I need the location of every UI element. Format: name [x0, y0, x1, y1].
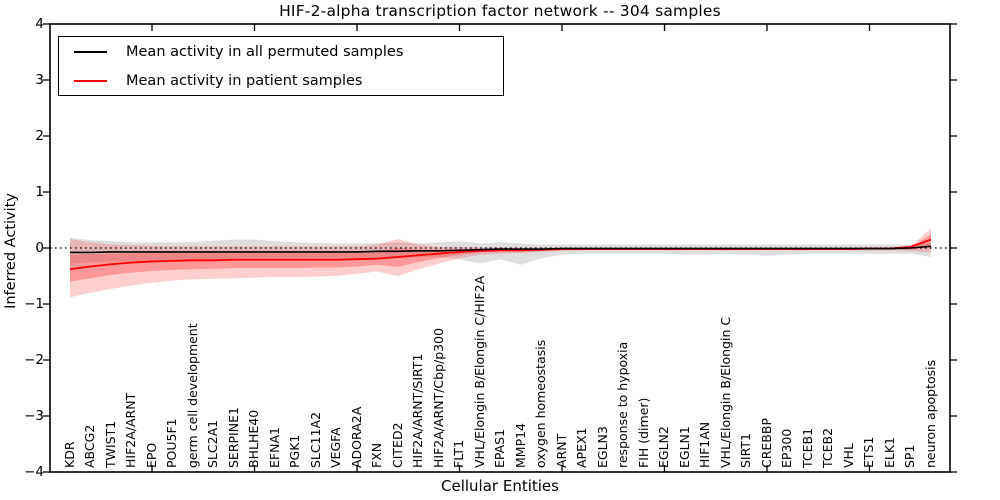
x-category-label: FIH (dimer) [635, 397, 651, 468]
x-category-label: CITED2 [389, 422, 405, 468]
x-category-label: SERPINE1 [225, 407, 241, 468]
x-category-label: EGLN2 [656, 426, 671, 468]
y-tick-label: 4 [35, 16, 44, 32]
x-category-label: VHL/Elongin B/Elongin C/HIF2A [471, 275, 487, 468]
x-category-label: BHLHE40 [246, 409, 261, 468]
x-category-label: TCEB1 [799, 427, 815, 468]
x-category-label: oxygen homeostasis [533, 339, 548, 468]
permuted-band [70, 237, 931, 265]
patient-band-outer [70, 228, 931, 298]
x-category-label: TCEB2 [820, 427, 835, 468]
legend-line-patient-icon [74, 79, 107, 82]
legend: Mean activity in all permuted samples Me… [58, 36, 504, 96]
x-category-label: VEGFA [328, 427, 343, 468]
legend-line-permuted-icon [74, 50, 107, 53]
x-category-label: POU5F1 [164, 418, 179, 468]
y-tick-label: 1 [35, 184, 44, 200]
chart-title: HIF-2-alpha transcription factor network… [279, 2, 721, 20]
x-category-label: HIF2A/ARNT/SIRT1 [410, 353, 425, 468]
x-category-label: KDR [61, 441, 77, 468]
patient-band-inner [70, 234, 931, 282]
y-tick-label: −4 [24, 464, 44, 480]
x-category-label: ABCG2 [82, 424, 97, 468]
x-category-label: SLC11A2 [307, 411, 323, 468]
x-category-label: ETS1 [861, 436, 876, 468]
x-category-label: FXN [369, 442, 384, 468]
legend-label-permuted: Mean activity in all permuted samples [126, 43, 404, 60]
y-tick-label: 3 [35, 72, 44, 88]
x-category-label: CREBBP [758, 418, 774, 468]
x-category-label: EPO [143, 442, 159, 468]
x-category-label: ELK1 [881, 436, 897, 468]
x-category-label: APEX1 [574, 427, 589, 468]
legend-label-patient: Mean activity in patient samples [126, 72, 363, 89]
x-category-label: SLC2A1 [205, 419, 220, 468]
x-category-label: FLT1 [451, 439, 466, 468]
x-category-label: MMP14 [512, 422, 528, 468]
x-category-label: HIF2A/ARNT [123, 392, 138, 468]
x-category-label: PGK1 [287, 434, 302, 468]
x-category-label: SP1 [902, 444, 917, 468]
permuted-mean-line [70, 245, 932, 254]
x-category-label: EGLN1 [676, 426, 692, 468]
y-tick-label: 0 [35, 240, 44, 256]
x-category-label: EGLN3 [594, 426, 610, 468]
x-category-label: germ cell development [184, 323, 200, 468]
x-axis-label: Cellular Entities [441, 477, 559, 495]
legend-entry-patient: Mean activity in patient samples [59, 66, 503, 95]
x-category-label: SIRT1 [738, 433, 753, 468]
x-category-label: VHL/Elongin B/Elongin C [717, 316, 733, 468]
y-tick-label: −1 [24, 296, 44, 312]
legend-entry-permuted: Mean activity in all permuted samples [59, 37, 503, 66]
x-category-label: EP300 [779, 428, 794, 468]
y-tick-label: −3 [24, 408, 44, 424]
x-category-label: ADORA2A [348, 406, 364, 468]
x-category-label: EFNA1 [266, 427, 282, 468]
y-tick-label: 2 [35, 128, 44, 144]
x-category-label: response to hypoxia [615, 341, 630, 468]
x-category-label: neuron apoptosis [922, 359, 938, 468]
x-category-label: HIF1AN [697, 421, 712, 468]
x-category-label: HIF2A/ARNT/Cbp/p300 [430, 327, 446, 468]
y-tick-label: −2 [24, 352, 44, 368]
x-category-label: EPAS1 [492, 428, 507, 468]
x-category-label: TWIST1 [102, 420, 118, 468]
x-category-label: VHL [840, 443, 856, 468]
x-category-label: ARNT [553, 433, 569, 468]
